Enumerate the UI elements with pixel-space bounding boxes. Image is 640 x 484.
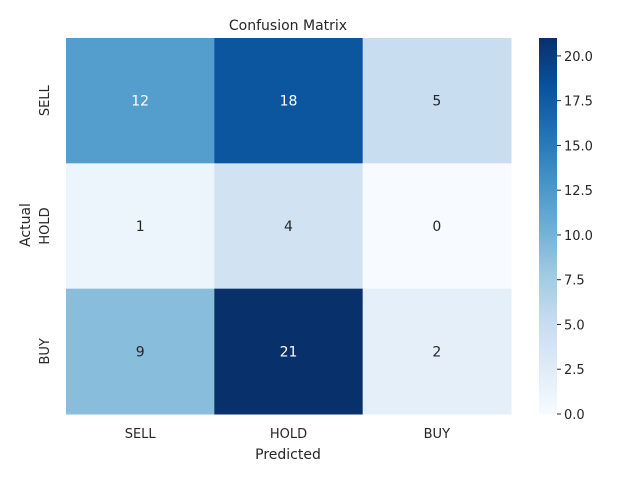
cell-value-label: 0 bbox=[432, 219, 441, 235]
y-axis-label: Actual bbox=[18, 203, 34, 247]
cell-value-label: 21 bbox=[280, 344, 298, 360]
colorbar-tick-label: 2.5 bbox=[564, 363, 585, 378]
colorbar-tick-label: 12.5 bbox=[564, 184, 593, 199]
chart-title: Confusion Matrix bbox=[229, 18, 347, 34]
colorbar bbox=[539, 38, 557, 414]
cell-value-label: 18 bbox=[280, 94, 298, 110]
y-axis-ticks: SELL HOLD BUY bbox=[38, 84, 53, 364]
cell-value-label: 2 bbox=[432, 344, 441, 360]
colorbar-tick-label: 7.5 bbox=[564, 274, 585, 289]
y-tick-label: BUY bbox=[38, 338, 53, 364]
colorbar-tick-label: 15.0 bbox=[564, 139, 593, 154]
colorbar-tick-label: 0.0 bbox=[564, 408, 585, 423]
heatmap-cell-sell-hold bbox=[214, 38, 364, 164]
heatmap-cells bbox=[66, 38, 512, 415]
y-tick-label: HOLD bbox=[38, 207, 53, 244]
cell-value-label: 5 bbox=[432, 94, 441, 110]
colorbar-tick-label: 17.5 bbox=[564, 95, 593, 110]
cell-value-label: 9 bbox=[136, 344, 145, 360]
x-axis-label: Predicted bbox=[255, 447, 321, 463]
colorbar-ticks: 0.0 2.5 5.0 7.5 10.0 12.5 15.0 17.5 20.0 bbox=[557, 50, 593, 423]
x-tick-label: HOLD bbox=[270, 427, 307, 442]
heatmap-cell-hold-sell bbox=[66, 163, 215, 290]
colorbar-tick-label: 10.0 bbox=[564, 229, 593, 244]
x-axis-ticks: SELL HOLD BUY bbox=[125, 427, 450, 442]
y-tick-label: SELL bbox=[38, 84, 53, 116]
heatmap-cell-sell-sell bbox=[66, 38, 215, 164]
heatmap-cell-buy-sell bbox=[66, 288, 215, 415]
heatmap-cell-sell-buy bbox=[362, 38, 512, 164]
heatmap-cell-buy-buy bbox=[362, 288, 512, 415]
x-tick-label: SELL bbox=[125, 427, 157, 442]
heatmap-cell-labels: 12 18 5 1 4 0 9 21 2 bbox=[131, 94, 441, 361]
heatmap-cell-buy-hold bbox=[214, 288, 364, 415]
colorbar-tick-label: 20.0 bbox=[564, 50, 593, 65]
cell-value-label: 4 bbox=[284, 219, 293, 235]
heatmap-cell-hold-buy bbox=[362, 163, 512, 290]
colorbar-tick-label: 5.0 bbox=[564, 318, 585, 333]
x-tick-label: BUY bbox=[424, 427, 450, 442]
heatmap-cell-hold-hold bbox=[214, 163, 364, 290]
cell-value-label: 12 bbox=[131, 94, 149, 110]
cell-value-label: 1 bbox=[136, 219, 145, 235]
